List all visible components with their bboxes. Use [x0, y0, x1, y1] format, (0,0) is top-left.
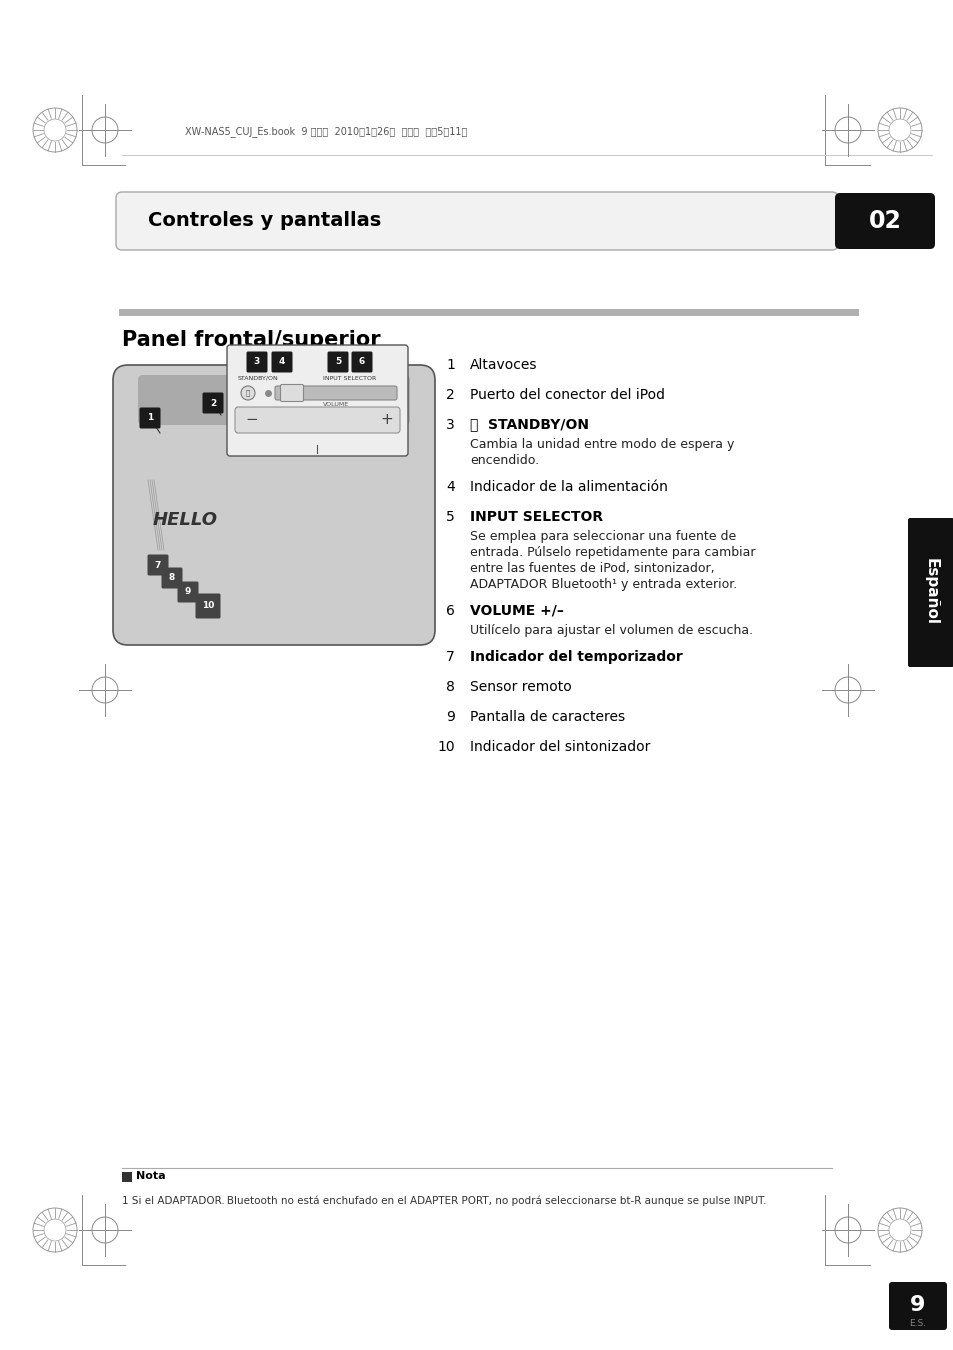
FancyBboxPatch shape: [177, 582, 198, 602]
Text: 4: 4: [278, 358, 285, 366]
FancyBboxPatch shape: [122, 1172, 132, 1183]
Text: ⏻: ⏻: [246, 390, 250, 397]
Text: 7: 7: [154, 560, 161, 570]
Text: VOLUME +/–: VOLUME +/–: [470, 603, 563, 618]
Text: 02: 02: [867, 209, 901, 234]
Text: ADAPTADOR Bluetooth¹ y entrada exterior.: ADAPTADOR Bluetooth¹ y entrada exterior.: [470, 578, 737, 591]
Text: Sensor remoto: Sensor remoto: [470, 680, 571, 694]
Text: 1: 1: [446, 358, 455, 373]
Text: STANDBY/ON: STANDBY/ON: [237, 375, 278, 381]
Text: 8: 8: [446, 680, 455, 694]
Text: 8: 8: [169, 574, 175, 582]
Text: 10: 10: [436, 740, 455, 755]
FancyBboxPatch shape: [227, 346, 408, 456]
FancyBboxPatch shape: [138, 375, 410, 425]
Text: Español: Español: [923, 559, 938, 625]
Text: Cambia la unidad entre modo de espera y: Cambia la unidad entre modo de espera y: [470, 437, 734, 451]
FancyBboxPatch shape: [888, 1282, 946, 1330]
Text: 5: 5: [446, 510, 455, 524]
Text: INPUT SELECTOR: INPUT SELECTOR: [323, 375, 376, 381]
Text: encendido.: encendido.: [470, 454, 538, 467]
Text: Utilícelo para ajustar el volumen de escucha.: Utilícelo para ajustar el volumen de esc…: [470, 624, 752, 637]
Text: entre las fuentes de iPod, sintonizador,: entre las fuentes de iPod, sintonizador,: [470, 562, 714, 575]
Text: Indicador del temporizador: Indicador del temporizador: [470, 649, 682, 664]
Text: 5: 5: [335, 358, 341, 366]
FancyBboxPatch shape: [280, 385, 303, 401]
Text: +: +: [380, 413, 393, 428]
Text: entrada. Púlselo repetidamente para cambiar: entrada. Púlselo repetidamente para camb…: [470, 545, 755, 559]
FancyBboxPatch shape: [202, 393, 223, 413]
Text: 1 Si el ADAPTADOR. Bluetooth no está enchufado en el ADAPTER PORT, no podrá sele: 1 Si el ADAPTADOR. Bluetooth no está enc…: [122, 1196, 765, 1207]
Text: Indicador de la alimentación: Indicador de la alimentación: [470, 481, 667, 494]
Text: 7: 7: [446, 649, 455, 664]
FancyBboxPatch shape: [148, 555, 169, 575]
Text: 1: 1: [147, 413, 153, 423]
Text: Se emplea para seleccionar una fuente de: Se emplea para seleccionar una fuente de: [470, 531, 736, 543]
Text: Controles y pantallas: Controles y pantallas: [148, 212, 381, 231]
Text: 2: 2: [446, 387, 455, 402]
Text: Panel frontal/superior: Panel frontal/superior: [122, 329, 380, 350]
FancyBboxPatch shape: [161, 567, 182, 589]
Text: 4: 4: [446, 481, 455, 494]
Text: 2: 2: [210, 398, 216, 408]
Text: VOLUME: VOLUME: [323, 402, 349, 408]
FancyBboxPatch shape: [112, 364, 435, 645]
Text: 10: 10: [202, 602, 214, 610]
FancyBboxPatch shape: [351, 351, 372, 373]
Text: Nota: Nota: [136, 1170, 166, 1181]
FancyBboxPatch shape: [116, 192, 837, 250]
Text: XW-NAS5_CUJ_Es.book  9 ページ  2010年1月26日  火曜日  午後5時11分: XW-NAS5_CUJ_Es.book 9 ページ 2010年1月26日 火曜日…: [185, 127, 467, 138]
Text: STANDBY/ON: STANDBY/ON: [488, 418, 588, 432]
Text: Altavoces: Altavoces: [470, 358, 537, 373]
Text: 9: 9: [909, 1295, 924, 1315]
Text: E.S.: E.S.: [908, 1319, 925, 1327]
FancyBboxPatch shape: [272, 351, 293, 373]
FancyBboxPatch shape: [195, 594, 220, 618]
Text: Puerto del conector del iPod: Puerto del conector del iPod: [470, 387, 664, 402]
Circle shape: [241, 386, 254, 400]
Text: 3: 3: [446, 418, 455, 432]
FancyBboxPatch shape: [234, 406, 399, 433]
Text: 6: 6: [358, 358, 365, 366]
Text: 9: 9: [185, 587, 191, 597]
Text: 9: 9: [446, 710, 455, 724]
Text: HELLO: HELLO: [152, 512, 217, 529]
FancyBboxPatch shape: [907, 518, 953, 667]
Text: INPUT SELECTOR: INPUT SELECTOR: [470, 510, 602, 524]
Text: −: −: [245, 413, 258, 428]
FancyBboxPatch shape: [327, 351, 348, 373]
FancyBboxPatch shape: [139, 408, 160, 428]
Text: ⏻: ⏻: [470, 418, 482, 432]
FancyBboxPatch shape: [834, 193, 934, 248]
Text: Pantalla de caracteres: Pantalla de caracteres: [470, 710, 624, 724]
FancyBboxPatch shape: [274, 386, 396, 400]
FancyBboxPatch shape: [246, 351, 267, 373]
Text: 3: 3: [253, 358, 260, 366]
Text: Indicador del sintonizador: Indicador del sintonizador: [470, 740, 650, 755]
Text: 6: 6: [446, 603, 455, 618]
